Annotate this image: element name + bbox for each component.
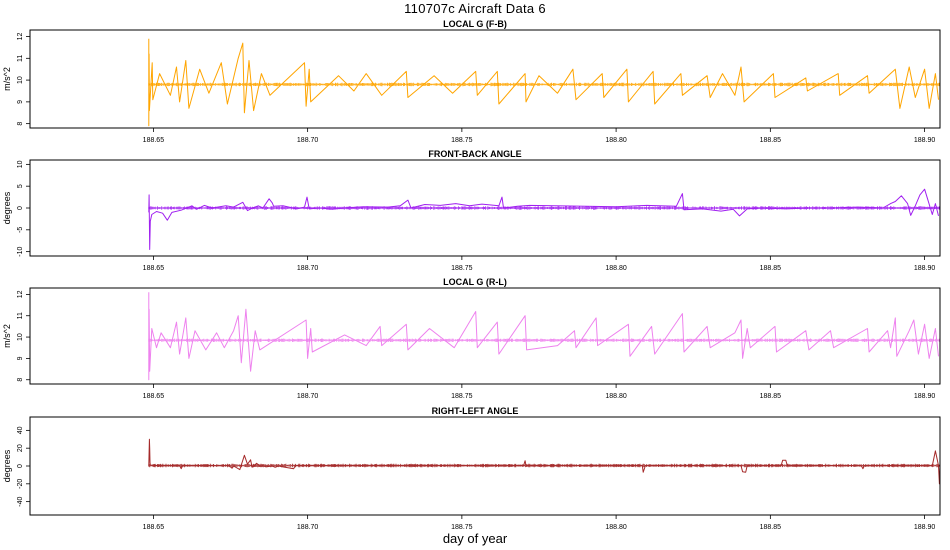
y-tick-label: 12 [17, 33, 24, 41]
y-tick-label: 12 [17, 290, 24, 298]
panel-title: LOCAL G (F-B) [443, 19, 507, 29]
x-tick-label: 188.85 [760, 524, 782, 531]
y-axis-label: degrees [2, 449, 12, 482]
x-tick-label: 188.80 [605, 265, 627, 272]
series-line-1 [148, 292, 939, 381]
x-tick-label: 188.85 [760, 137, 782, 144]
y-axis-label: degrees [2, 191, 12, 224]
x-tick-label: 188.70 [297, 393, 319, 400]
x-tick-label: 188.75 [451, 137, 473, 144]
x-tick-label: 188.65 [143, 524, 165, 531]
y-tick-label: 0 [17, 206, 24, 210]
panel-title: LOCAL G (R-L) [443, 277, 507, 287]
y-tick-label: -5 [17, 227, 24, 233]
y-axis-label: m/s^2 [2, 324, 12, 348]
x-tick-label: 188.85 [760, 265, 782, 272]
y-tick-label: 5 [17, 184, 24, 188]
x-axis-title: day of year [442, 531, 508, 546]
x-tick-label: 188.70 [297, 524, 319, 531]
x-tick-label: 188.90 [914, 393, 936, 400]
y-tick-label: 10 [17, 333, 24, 341]
x-tick-label: 188.90 [914, 137, 936, 144]
panel-2: FRONT-BACK ANGLE degrees -10 -5 0 5 10 188.65 18… [2, 149, 941, 272]
panel-4: RIGHT-LEFT ANGLE degrees -40 -20 0 20 40 188.65… [2, 406, 941, 531]
panel-title: RIGHT-LEFT ANGLE [432, 406, 519, 416]
figure-title: 110707c Aircraft Data 6 [404, 1, 546, 16]
y-tick-label: 11 [17, 312, 24, 319]
x-tick-label: 188.75 [451, 524, 473, 531]
x-tick-label: 188.75 [451, 265, 473, 272]
panel-title: FRONT-BACK ANGLE [428, 149, 521, 159]
x-tick-label: 188.80 [605, 137, 627, 144]
y-tick-label: -20 [17, 479, 24, 489]
x-tick-label: 188.65 [143, 393, 165, 400]
x-tick-label: 188.90 [914, 265, 936, 272]
y-tick-label: 8 [17, 378, 24, 382]
y-tick-label: 0 [17, 464, 24, 468]
x-tick-label: 188.70 [297, 137, 319, 144]
x-tick-label: 188.80 [605, 393, 627, 400]
y-tick-label: -40 [17, 496, 24, 506]
y-tick-label: 9 [17, 356, 24, 360]
x-tick-label: 188.70 [297, 265, 319, 272]
x-tick-label: 188.90 [914, 524, 936, 531]
panel-3: LOCAL G (R-L) m/s^2 8 9 10 11 12 188.65 188.70 18… [2, 277, 941, 400]
y-tick-label: 11 [17, 55, 24, 62]
y-tick-label: 8 [17, 122, 24, 126]
plot-frame [29, 287, 941, 385]
panel-1: LOCAL G (F-B) m/s^2 8 9 10 11 12 188.65 188.70 18… [2, 19, 941, 144]
y-tick-label: 10 [17, 76, 24, 84]
x-tick-label: 188.80 [605, 524, 627, 531]
y-tick-label: 9 [17, 100, 24, 104]
plot-frame [29, 416, 941, 516]
plot-frame [29, 159, 941, 257]
series-line-1 [148, 38, 939, 127]
plot-frame [29, 29, 941, 129]
y-tick-label: 20 [17, 444, 24, 452]
series-line-1 [148, 438, 940, 485]
y-tick-label: 10 [17, 160, 24, 168]
series-line-1 [148, 188, 939, 250]
y-axis-label: m/s^2 [2, 67, 12, 91]
x-tick-label: 188.85 [760, 393, 782, 400]
x-tick-label: 188.65 [143, 265, 165, 272]
y-tick-label: -10 [17, 246, 24, 256]
x-tick-label: 188.65 [143, 137, 165, 144]
y-tick-label: 40 [17, 426, 24, 434]
x-tick-label: 188.75 [451, 393, 473, 400]
